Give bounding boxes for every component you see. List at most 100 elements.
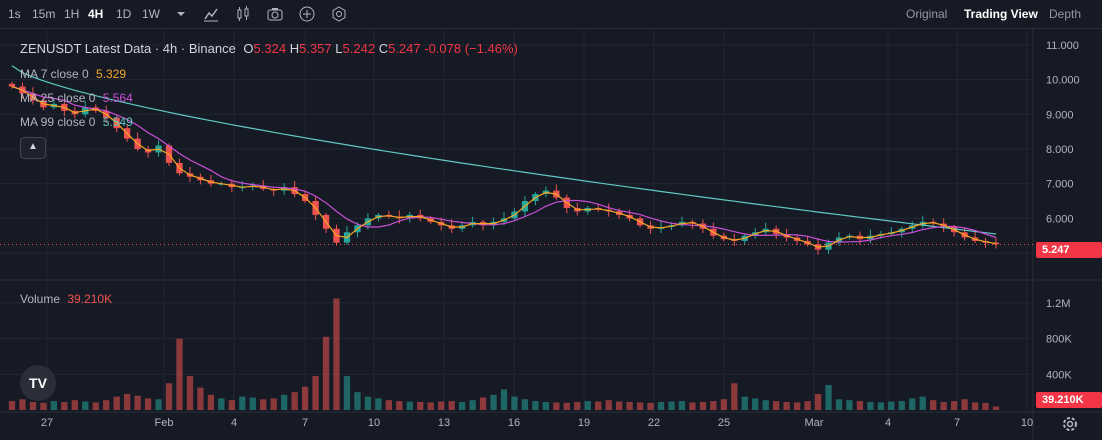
time-tick-label: 22	[648, 417, 660, 429]
volume-bar	[940, 401, 947, 410]
interval-1d[interactable]: 1D	[116, 7, 132, 21]
volume-bar	[186, 376, 194, 410]
volume-bar	[61, 401, 68, 410]
volume-bar	[281, 394, 288, 410]
volume-bar	[333, 298, 340, 410]
volume-bar	[124, 393, 131, 410]
open-value: 5.324	[253, 41, 287, 56]
time-tick-label: 27	[41, 417, 53, 429]
volume-bar	[29, 401, 37, 410]
tradingview-logo-icon[interactable]: TV	[20, 365, 56, 401]
volume-bar	[500, 389, 508, 410]
price-tick-label: 10.000	[1046, 75, 1080, 87]
view-trading-view[interactable]: Trading View	[964, 7, 1038, 21]
price-chart[interactable]: 11.00010.0009.0008.0007.0006.0005.0001.2…	[0, 28, 1102, 440]
interval-1w[interactable]: 1W	[142, 7, 160, 21]
volume-bar	[176, 338, 183, 410]
volume-bar	[835, 399, 843, 410]
camera-icon[interactable]	[266, 5, 284, 23]
volume-bar	[804, 401, 811, 410]
volume-bar	[668, 401, 675, 410]
volume-bar	[783, 401, 790, 410]
ma7-legend: MA 7 close 0 5.329	[20, 67, 126, 81]
volume-bar	[438, 401, 445, 410]
volume-bar	[636, 402, 644, 410]
volume-bar	[197, 387, 204, 410]
time-tick-label: 7	[302, 417, 308, 429]
volume-bar	[260, 399, 267, 410]
volume-legend: Volume 39.210K	[20, 292, 112, 306]
gear-icon[interactable]	[1060, 414, 1080, 434]
volume-bar	[165, 383, 173, 410]
volume-bar	[71, 400, 78, 410]
volume-bar	[207, 394, 215, 410]
volume-bar	[710, 401, 717, 410]
interval-4h[interactable]: 4H	[88, 7, 104, 21]
volume-bar	[270, 398, 277, 410]
indicator-line-icon[interactable]	[202, 5, 220, 23]
volume-bar	[762, 400, 769, 410]
ma99-line	[11, 65, 997, 235]
volume-bar	[479, 397, 487, 410]
add-circle-icon[interactable]	[298, 5, 316, 23]
volume-bar	[773, 401, 780, 410]
candlestick-icon[interactable]	[234, 5, 252, 23]
settings-hex-icon[interactable]	[330, 5, 348, 23]
ma25-value: 5.564	[102, 91, 133, 105]
volume-bar	[291, 392, 298, 410]
volume-bar	[752, 398, 759, 410]
volume-tick-label: 400K	[1046, 369, 1072, 381]
legend-title: ZENUSDT Latest Data · 4h · Binance	[20, 41, 236, 56]
volume-bar	[699, 401, 707, 410]
price-tick-label: 9.000	[1046, 109, 1074, 121]
volume-bar	[155, 399, 162, 410]
volume-bar	[134, 395, 141, 410]
volume-bar	[793, 402, 801, 410]
volume-label: Volume	[20, 292, 61, 306]
volume-bar	[814, 393, 822, 410]
volume-bar	[396, 401, 403, 410]
volume-bar	[846, 400, 853, 410]
volume-bar	[867, 401, 874, 410]
price-tick-label: 6.000	[1046, 213, 1074, 225]
time-tick-label: Feb	[155, 417, 174, 429]
candle-body	[992, 242, 1000, 245]
low-value: 5.242	[342, 41, 376, 56]
time-tick-label: 7	[954, 417, 960, 429]
chevron-down-icon[interactable]	[172, 5, 190, 23]
open-label: O	[243, 41, 254, 56]
volume-bar	[616, 401, 623, 410]
volume-bar	[385, 400, 392, 410]
chart-toolbar: 1s 15m 1H 4H 1D 1W Original Trading View…	[0, 0, 1102, 29]
interval-1h[interactable]: 1H	[64, 7, 80, 21]
volume-bar	[720, 399, 727, 410]
view-original[interactable]: Original	[906, 7, 948, 21]
close-label: C	[378, 41, 389, 56]
volume-bar	[992, 406, 1000, 410]
volume-bar	[50, 401, 58, 410]
interval-1s[interactable]: 1s	[8, 7, 21, 21]
time-tick-label: 10	[368, 417, 380, 429]
volume-bar	[8, 401, 16, 410]
interval-15m[interactable]: 15m	[32, 7, 56, 21]
volume-bar	[626, 401, 633, 410]
volume-bar	[406, 401, 413, 410]
last-price-tag: 5.247	[1036, 242, 1102, 258]
volume-bar	[950, 401, 958, 410]
volume-bar	[930, 400, 937, 410]
view-depth[interactable]: Depth	[1049, 7, 1082, 21]
change-value: -0.078 (−1.46%)	[424, 41, 518, 56]
collapse-legend-button[interactable]: ▲	[20, 137, 46, 159]
ma7-value: 5.329	[96, 67, 127, 81]
volume-bar	[521, 399, 529, 410]
volume-bar	[364, 396, 372, 410]
volume-bar	[239, 396, 246, 410]
volume-bar	[678, 401, 686, 410]
volume-bar	[458, 401, 466, 410]
volume-bar	[19, 399, 26, 410]
volume-bar	[113, 396, 120, 410]
ma25-label: MA 25 close 0	[20, 91, 96, 105]
volume-bar	[354, 392, 361, 410]
volume-bar	[82, 401, 89, 410]
volume-bar	[856, 401, 864, 410]
